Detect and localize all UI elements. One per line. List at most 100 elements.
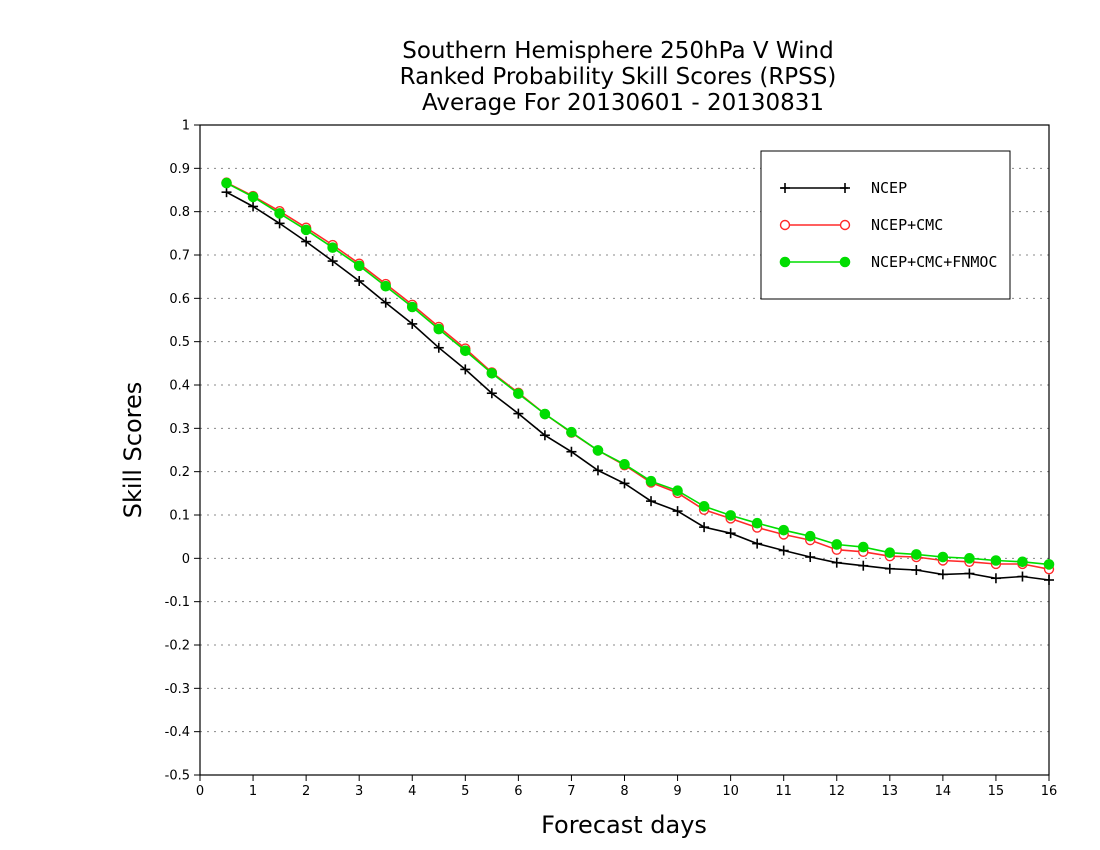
data-point [1017,556,1028,568]
data-point [751,517,763,529]
data-point [672,485,683,497]
data-point [990,555,1002,566]
x-tick-label: 2 [302,784,310,799]
data-point [937,569,948,580]
data-point [646,496,657,507]
data-point [301,236,312,247]
y-tick-label: 0.4 [169,379,190,394]
y-tick-label: 0.8 [169,205,190,220]
data-point [699,522,710,533]
x-tick-label: 8 [620,784,628,799]
data-point [990,573,1001,584]
x-tick-label: 6 [514,784,522,799]
data-point [274,208,285,219]
data-point [778,524,789,536]
series-layer [221,177,1055,585]
data-point [911,565,922,576]
data-point [645,475,657,487]
x-tick-label: 13 [882,784,899,799]
x-tick-label: 11 [775,784,792,799]
data-point [725,510,736,521]
data-point [698,501,710,512]
series-2 [221,177,1055,570]
data-point [911,549,922,560]
legend-label: NCEP+CMC+FNMOC [871,253,997,271]
data-point [460,364,471,375]
y-tick-label: 0.1 [169,509,190,524]
legend-marker [779,256,791,268]
data-point [539,408,551,420]
data-point [247,191,259,203]
chart-title-line-2: Ranked Probability Skill Scores (RPSS) [400,64,837,90]
data-point [486,388,497,399]
x-tick-label: 12 [828,784,845,799]
data-point [221,177,232,189]
data-point [1017,571,1028,582]
y-axis-label: Skill Scores [119,382,147,519]
legend-marker [839,256,851,268]
data-point [964,568,975,579]
y-tick-label: -0.3 [165,682,190,697]
x-axis-label: Forecast days [541,811,707,839]
data-point [857,541,869,553]
y-tick-label: 0.2 [169,465,190,480]
chart-title-line-3: Average For 20130601 - 20130831 [422,90,824,116]
data-point [1044,575,1054,585]
data-point [805,552,816,563]
y-tick-label: 1 [182,119,190,134]
data-point [380,297,391,308]
data-point [778,545,789,556]
data-point [380,280,392,292]
data-point [407,318,418,329]
legend: NCEP NCEP+CMC NCEP+CMC+FNMOC [760,150,1011,300]
y-tick-label: 0.5 [169,335,190,350]
data-point [433,342,444,353]
x-tick-label: 4 [408,784,416,799]
data-point [884,563,895,574]
data-point [937,551,949,563]
y-tick-label: -0.1 [165,595,190,610]
x-tick-label: 16 [1041,784,1058,799]
data-point [327,256,338,267]
data-point [513,388,524,399]
y-tick-label: -0.4 [165,725,190,740]
x-tick-label: 0 [196,784,204,799]
data-point [831,557,842,568]
axis-ticks: 1 0.9 0.8 0.7 0.6 0.5 0.4 0.3 0.2 0.1 0 -0.1 -0.2 -0.… [165,119,1058,800]
data-point [619,459,630,470]
data-point [592,445,604,456]
data-point [354,276,365,286]
data-point [672,506,683,517]
data-point [831,539,843,550]
data-point [804,530,816,542]
data-point [752,538,763,549]
data-point [858,560,869,571]
legend-items: NCEP NCEP+CMC NCEP+CMC+FNMOC [779,179,997,271]
legend-marker [839,219,851,231]
x-tick-label: 14 [935,784,952,799]
data-point [592,465,603,476]
x-tick-label: 5 [461,784,469,799]
data-point [539,430,550,441]
x-tick-label: 1 [249,784,257,799]
data-point [460,345,471,357]
legend-label: NCEP [871,179,907,197]
legend-label: NCEP+CMC [871,216,943,234]
legend-marker [840,183,850,193]
y-tick-label: 0.7 [169,249,190,264]
y-tick-label: 0.9 [169,162,190,177]
legend-marker [780,183,790,193]
data-point [513,408,524,419]
y-tick-label: -0.2 [165,639,190,654]
legend-marker [779,219,791,231]
data-point [327,242,338,253]
data-point [486,368,498,379]
data-point [725,528,736,539]
data-point [248,201,259,212]
data-point [964,553,975,564]
data-point [406,301,418,313]
data-point [1043,559,1055,570]
legend-item: NCEP [780,179,907,197]
data-point [353,260,365,272]
series-0 [221,187,1054,585]
